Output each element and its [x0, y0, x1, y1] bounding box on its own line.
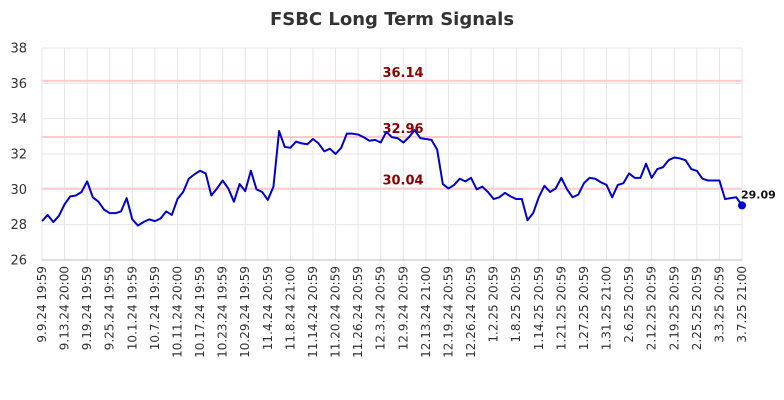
- x-tick-label: 11.26.24 20:59: [351, 266, 365, 358]
- x-tick-label: 9.25.24 19:59: [103, 266, 117, 350]
- x-tick-label: 10.7.24 19:59: [148, 266, 162, 350]
- x-tick-label: 11.4.24 20:59: [261, 266, 275, 350]
- y-tick-label: 26: [10, 254, 27, 269]
- y-tick-label: 38: [10, 42, 27, 57]
- x-tick-label: 2.12.25 20:59: [645, 266, 659, 350]
- y-tick-label: 36: [10, 77, 27, 92]
- x-tick-label: 11.8.24 21:00: [283, 266, 297, 350]
- x-tick-label: 2.6.25 20:59: [622, 266, 636, 343]
- y-tick-label: 28: [10, 218, 27, 233]
- x-tick-label: 1.21.25 20:59: [554, 266, 568, 350]
- chart-title: FSBC Long Term Signals: [270, 9, 514, 30]
- x-axis-ticks: 9.9.24 19:59 9.13.24 20:00 9.19.24 19:59 9.…: [35, 266, 749, 358]
- x-tick-label: 3.7.25 21:00: [735, 266, 749, 343]
- y-axis-ticks: 26 28 30 32 34 36 38: [10, 42, 27, 269]
- x-tick-label: 9.9.24 19:59: [35, 266, 49, 343]
- x-tick-label: 1.8.25 20:59: [509, 266, 523, 343]
- level-label: 36.14: [382, 66, 423, 81]
- x-tick-label: 12.19.24 20:59: [441, 266, 455, 358]
- x-tick-label: 11.20.24 20:59: [329, 266, 343, 358]
- x-tick-label: 10.23.24 19:59: [216, 266, 230, 358]
- last-value-label: 29.09: [741, 188, 776, 201]
- y-tick-label: 34: [10, 112, 27, 127]
- x-tick-label: 10.1.24 19:59: [125, 266, 139, 350]
- x-tick-label: 2.19.25 20:59: [667, 266, 681, 350]
- x-tick-label: 10.11.24 20:00: [170, 266, 184, 358]
- x-tick-label: 11.14.24 20:59: [306, 266, 320, 358]
- y-tick-label: 32: [10, 148, 27, 163]
- x-tick-label: 12.13.24 21:00: [419, 266, 433, 358]
- x-tick-label: 1.27.25 20:59: [577, 266, 591, 350]
- x-tick-label: 12.9.24 20:59: [396, 266, 410, 350]
- x-tick-label: 9.19.24 19:59: [80, 266, 94, 350]
- x-tick-label: 12.3.24 20:59: [374, 266, 388, 350]
- level-label: 30.04: [382, 174, 423, 189]
- x-tick-label: 10.17.24 19:59: [193, 266, 207, 358]
- series-line: [41, 129, 743, 227]
- x-tick-label: 9.13.24 20:00: [58, 266, 72, 350]
- x-tick-label: 12.26.24 20:59: [464, 266, 478, 358]
- grid: [41, 47, 743, 261]
- y-tick-label: 30: [10, 183, 27, 198]
- x-tick-label: 1.31.25 21:00: [600, 266, 614, 350]
- price-series: 29.09: [41, 129, 776, 227]
- x-tick-label: 2.25.25 20:59: [690, 266, 704, 350]
- x-tick-label: 10.29.24 19:59: [238, 266, 252, 358]
- x-tick-label: 3.3.25 20:59: [712, 266, 726, 343]
- last-point-marker: [738, 201, 746, 210]
- x-tick-label: 1.14.25 20:59: [532, 266, 546, 350]
- x-tick-label: 1.2.25 20:59: [487, 266, 501, 343]
